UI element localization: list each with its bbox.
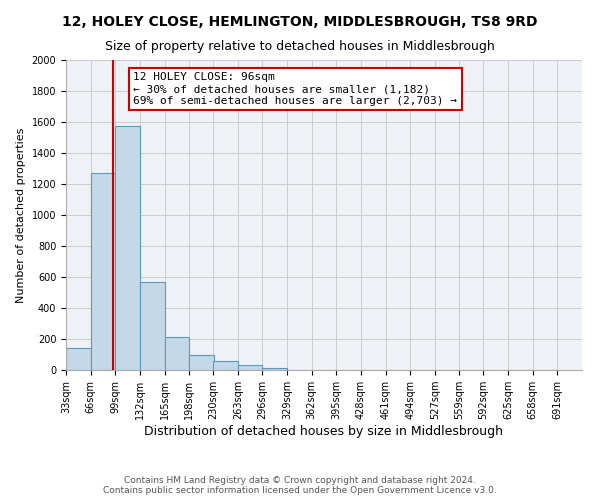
Bar (213, 362, 238, 370)
Y-axis label: Number of detached properties: Number of detached properties (16, 128, 26, 302)
Text: 12 HOLEY CLOSE: 96sqm
← 30% of detached houses are smaller (1,182)
69% of semi-d: 12 HOLEY CLOSE: 96sqm ← 30% of detached … (133, 72, 457, 106)
Text: 12, HOLEY CLOSE, HEMLINGTON, MIDDLESBROUGH, TS8 9RD: 12, HOLEY CLOSE, HEMLINGTON, MIDDLESBROU… (62, 15, 538, 29)
Bar (238, 364, 262, 370)
X-axis label: Distribution of detached houses by size in Middlesbrough: Distribution of detached houses by size … (145, 425, 503, 438)
Bar (140, 282, 164, 370)
Bar (262, 368, 287, 370)
Text: Size of property relative to detached houses in Middlesbrough: Size of property relative to detached ho… (105, 40, 495, 53)
Bar (115, 126, 140, 370)
Bar (189, 356, 214, 370)
Bar (91, 173, 115, 370)
Bar (66, 348, 91, 370)
Text: Contains HM Land Registry data © Crown copyright and database right 2024.
Contai: Contains HM Land Registry data © Crown c… (103, 476, 497, 495)
Bar (164, 336, 189, 370)
